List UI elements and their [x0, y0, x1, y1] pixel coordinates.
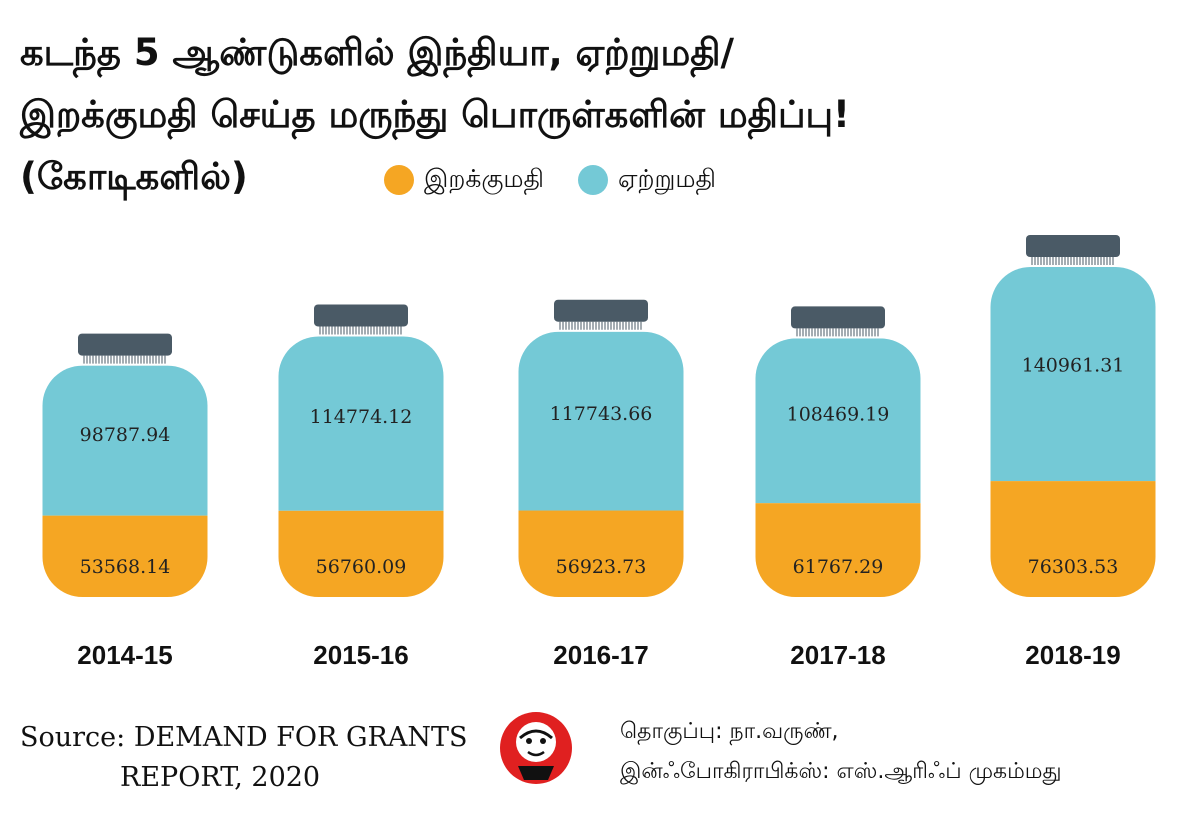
value-label-export-2018-19: 140961.31	[1022, 354, 1125, 376]
value-label-export-2017-18: 108469.19	[787, 404, 890, 426]
value-label-export-2015-16: 114774.12	[310, 406, 413, 428]
jar-2015-16	[278, 336, 444, 597]
bar-import-2017-18	[755, 503, 921, 597]
jar-lid-ridges-2015-16	[319, 326, 402, 335]
value-label-import-2015-16: 56760.09	[316, 556, 407, 578]
title-line-2: இறக்குமதி செய்த மருந்து பொருள்களின் மதிப…	[20, 93, 850, 136]
title-line-1: கடந்த 5 ஆண்டுகளில் இந்தியா, ஏற்றுமதி/	[20, 31, 735, 74]
credits-line-2: இன்ஃபோகிராபிக்ஸ்: எஸ்.ஆரிஃப் முகம்மது	[620, 759, 1062, 784]
legend-item-import: இறக்குமதி	[384, 164, 544, 197]
category-label-2014-15: 2014-15	[77, 640, 172, 670]
legend-label-export: ஏற்றுமதி	[618, 163, 716, 193]
jar-2018-19	[990, 267, 1156, 597]
jar-lid-2016-17	[554, 299, 648, 322]
vikatan-logo-icon	[500, 712, 572, 784]
bar-import-2016-17	[518, 510, 684, 597]
jar-lid-2017-18	[791, 306, 885, 329]
jar-bar-chart: 98787.94 53568.14 2014-15 114774.12 56760.09…	[42, 235, 1156, 670]
source-note: Source: DEMAND FOR GRANTS REPORT, 2020	[20, 718, 468, 798]
bar-export-2018-19	[990, 267, 1156, 482]
value-label-export-2014-15: 98787.94	[80, 424, 171, 446]
source-line-2: REPORT, 2020	[120, 762, 321, 793]
bar-import-2014-15	[42, 515, 208, 597]
jar-lid-2018-19	[1026, 235, 1120, 257]
value-label-import-2016-17: 56923.73	[556, 556, 647, 578]
jar-lid-ridges-2018-19	[1031, 257, 1114, 265]
chart-title: கடந்த 5 ஆண்டுகளில் இந்தியா, ஏற்றுமதி/ இற…	[20, 22, 1170, 208]
bar-export-2015-16	[278, 336, 444, 511]
title-line-3: (கோடிகளில்)	[20, 155, 248, 198]
category-label-2015-16: 2015-16	[313, 640, 408, 670]
category-label-2018-19: 2018-19	[1025, 640, 1120, 670]
bar-import-2018-19	[990, 481, 1156, 597]
legend-label-import: இறக்குமதி	[424, 163, 544, 193]
bar-export-2014-15	[42, 365, 208, 516]
legend-item-export: ஏற்றுமதி	[578, 164, 716, 197]
bar-import-2015-16	[278, 510, 444, 597]
value-label-import-2017-18: 61767.29	[793, 556, 884, 578]
jar-2017-18	[755, 338, 921, 597]
jar-2014-15	[42, 365, 208, 597]
jar-lid-2015-16	[314, 304, 408, 327]
value-label-import-2014-15: 53568.14	[80, 556, 171, 578]
jar-lid-ridges-2014-15	[83, 355, 166, 364]
legend-swatch-export	[578, 165, 608, 195]
jar-lid-ridges-2017-18	[796, 328, 879, 337]
jar-lid-2014-15	[78, 333, 172, 356]
legend-swatch-import	[384, 165, 414, 195]
credits: தொகுப்பு: நா.வருண், இன்ஃபோகிராபிக்ஸ்: எஸ…	[620, 712, 1062, 792]
value-label-import-2018-19: 76303.53	[1028, 556, 1119, 578]
source-line-1: Source: DEMAND FOR GRANTS	[20, 722, 468, 753]
bar-export-2016-17	[518, 331, 684, 511]
jar-lid-ridges-2016-17	[559, 321, 642, 330]
value-label-export-2016-17: 117743.66	[550, 403, 653, 425]
credits-line-1: தொகுப்பு: நா.வருண்,	[620, 719, 839, 744]
category-label-2016-17: 2016-17	[553, 640, 648, 670]
category-label-2017-18: 2017-18	[790, 640, 885, 670]
bar-export-2017-18	[755, 338, 921, 504]
jar-2016-17	[518, 331, 684, 597]
legend: இறக்குமதி ஏற்றுமதி	[384, 160, 716, 200]
